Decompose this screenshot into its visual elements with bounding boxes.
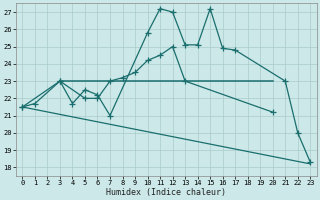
- X-axis label: Humidex (Indice chaleur): Humidex (Indice chaleur): [106, 188, 226, 197]
